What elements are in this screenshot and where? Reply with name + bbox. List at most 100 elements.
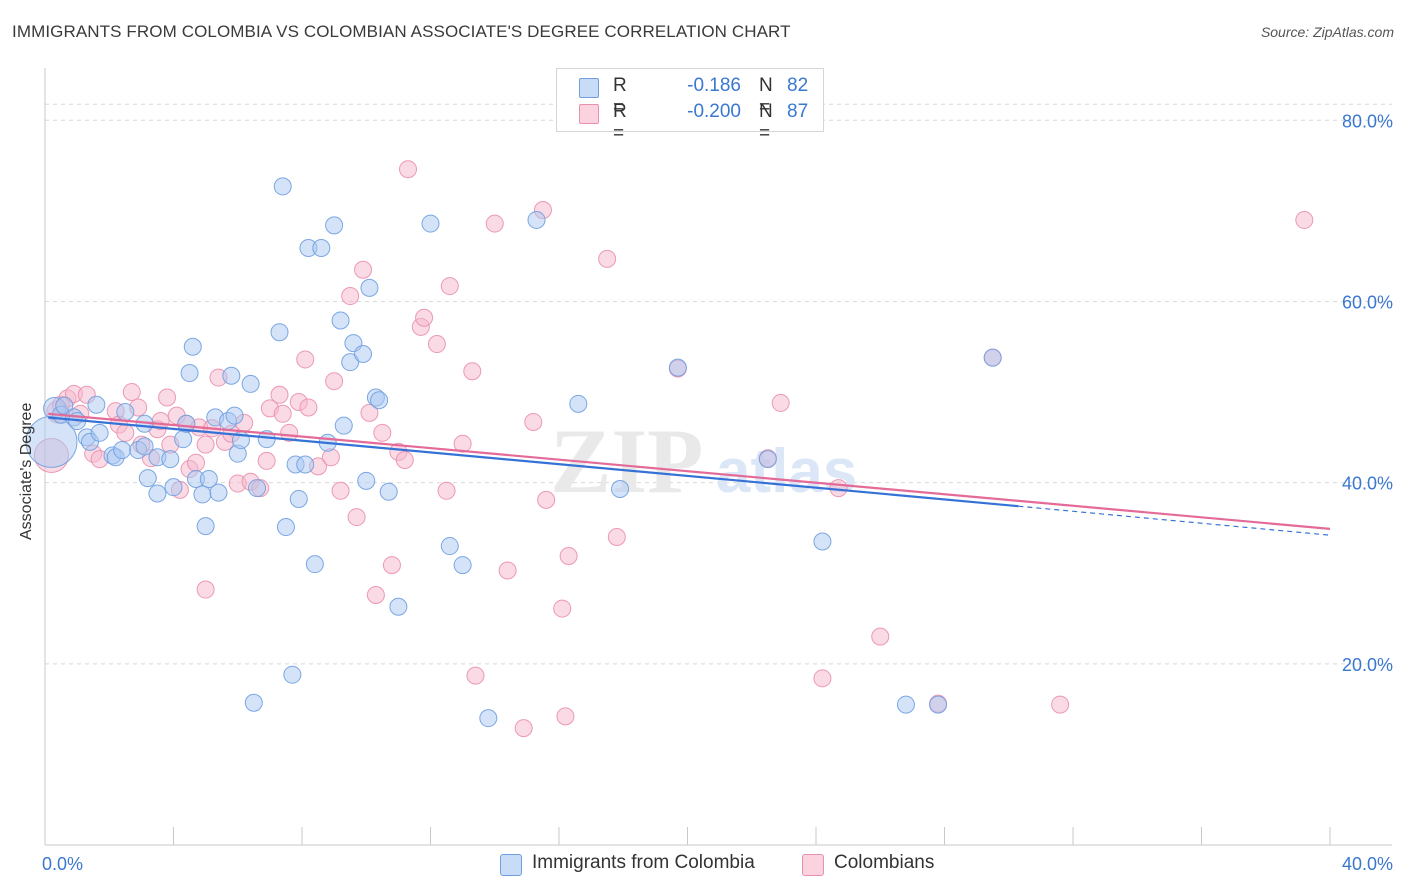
point-immigrants xyxy=(248,479,267,498)
point-colombians xyxy=(382,556,401,575)
point-colombians xyxy=(325,372,344,391)
point-colombians xyxy=(273,404,292,423)
tick-labels: 20.0% 40.0% 60.0% 80.0% 0.0% 40.0% xyxy=(42,111,1393,874)
legend-r-value: -0.200 xyxy=(687,101,741,122)
point-immigrants xyxy=(896,695,915,714)
point-immigrants xyxy=(222,366,241,385)
point-immigrants xyxy=(983,348,1002,367)
point-immigrants xyxy=(331,311,350,330)
point-colombians xyxy=(186,453,205,472)
point-colombians xyxy=(463,362,482,381)
point-immigrants xyxy=(161,450,180,469)
point-immigrants xyxy=(174,430,193,449)
point-immigrants xyxy=(116,402,135,421)
legend-n-value: 87 xyxy=(787,101,809,122)
point-colombians xyxy=(553,599,572,618)
point-immigrants xyxy=(305,555,324,574)
point-colombians xyxy=(813,669,832,688)
legend-swatch-pink xyxy=(579,104,599,124)
point-colombians xyxy=(299,398,318,417)
point-colombians xyxy=(347,508,366,527)
y-tick-label: 60.0% xyxy=(1342,292,1393,312)
point-colombians xyxy=(270,385,289,404)
point-immigrants xyxy=(334,416,353,435)
point-immigrants xyxy=(183,337,202,356)
point-colombians xyxy=(559,547,578,566)
point-colombians xyxy=(440,277,459,296)
point-immigrants xyxy=(289,489,308,508)
point-colombians xyxy=(341,287,360,306)
point-colombians xyxy=(829,479,848,498)
point-immigrants xyxy=(325,216,344,235)
point-immigrants xyxy=(90,423,109,442)
x-tick-label: 40.0% xyxy=(1342,854,1393,874)
point-colombians xyxy=(498,561,517,580)
point-immigrants xyxy=(370,391,389,410)
point-immigrants xyxy=(527,210,546,229)
point-immigrants xyxy=(270,323,289,342)
point-colombians xyxy=(196,435,215,454)
point-colombians xyxy=(415,308,434,327)
point-immigrants xyxy=(180,364,199,383)
point-colombians xyxy=(158,388,177,407)
point-colombians xyxy=(427,335,446,354)
point-colombians xyxy=(366,585,385,604)
point-colombians xyxy=(524,412,543,431)
point-colombians xyxy=(607,528,626,546)
point-colombians xyxy=(514,719,533,738)
x-tick-label: 0.0% xyxy=(42,854,83,874)
point-immigrants xyxy=(929,695,948,714)
point-immigrants xyxy=(276,518,295,537)
y-tick-label: 80.0% xyxy=(1342,111,1393,131)
point-immigrants xyxy=(421,214,440,233)
legend-n-value: 82 xyxy=(787,75,809,96)
point-colombians xyxy=(437,481,456,500)
point-immigrants xyxy=(813,532,832,551)
point-immigrants xyxy=(479,709,498,728)
point-immigrants xyxy=(164,478,183,497)
point-immigrants xyxy=(360,278,379,297)
point-immigrants xyxy=(357,471,376,490)
legend-swatch-blue xyxy=(579,78,599,98)
point-colombians xyxy=(122,383,141,402)
point-immigrants xyxy=(241,374,260,393)
point-colombians xyxy=(485,214,504,233)
legend-swatch-pink xyxy=(802,854,824,876)
point-colombians xyxy=(871,627,890,646)
trend-line-immigrants-extension xyxy=(1018,505,1331,536)
point-immigrants xyxy=(113,441,132,460)
stats-legend: R = -0.186 N = 82 R = -0.200 N = 87 xyxy=(556,68,824,144)
point-immigrants xyxy=(296,455,315,474)
point-colombians xyxy=(1295,210,1314,229)
legend-label: Immigrants from Colombia xyxy=(532,852,755,873)
trend-line-colombians xyxy=(48,412,1331,530)
point-colombians xyxy=(399,160,418,179)
point-colombians xyxy=(771,393,790,412)
point-immigrants xyxy=(273,177,292,196)
point-immigrants xyxy=(758,450,777,469)
point-immigrants xyxy=(193,485,212,504)
point-immigrants xyxy=(196,517,215,536)
point-colombians xyxy=(598,249,617,268)
point-colombians xyxy=(373,423,392,442)
point-colombians xyxy=(296,350,315,369)
point-colombians xyxy=(331,481,350,500)
y-axis-label: Associate's Degree xyxy=(18,402,35,540)
legend-swatch-blue xyxy=(500,854,522,876)
point-colombians xyxy=(453,434,472,453)
point-colombians xyxy=(116,423,135,442)
point-immigrants xyxy=(225,406,244,425)
legend-r-label: R = xyxy=(613,101,627,144)
point-colombians xyxy=(395,451,414,469)
source-credit: Source: ZipAtlas.com xyxy=(1260,24,1394,40)
point-immigrants xyxy=(341,353,360,372)
legend-r-label: R = xyxy=(613,75,627,118)
point-immigrants xyxy=(611,479,630,498)
chart-title: IMMIGRANTS FROM COLOMBIA VS COLOMBIAN AS… xyxy=(12,22,791,41)
legend-n-label: N = xyxy=(759,75,773,118)
point-immigrants xyxy=(312,239,331,258)
legend-label: Colombians xyxy=(834,852,935,873)
point-immigrants xyxy=(389,597,408,616)
point-immigrants xyxy=(148,484,167,503)
